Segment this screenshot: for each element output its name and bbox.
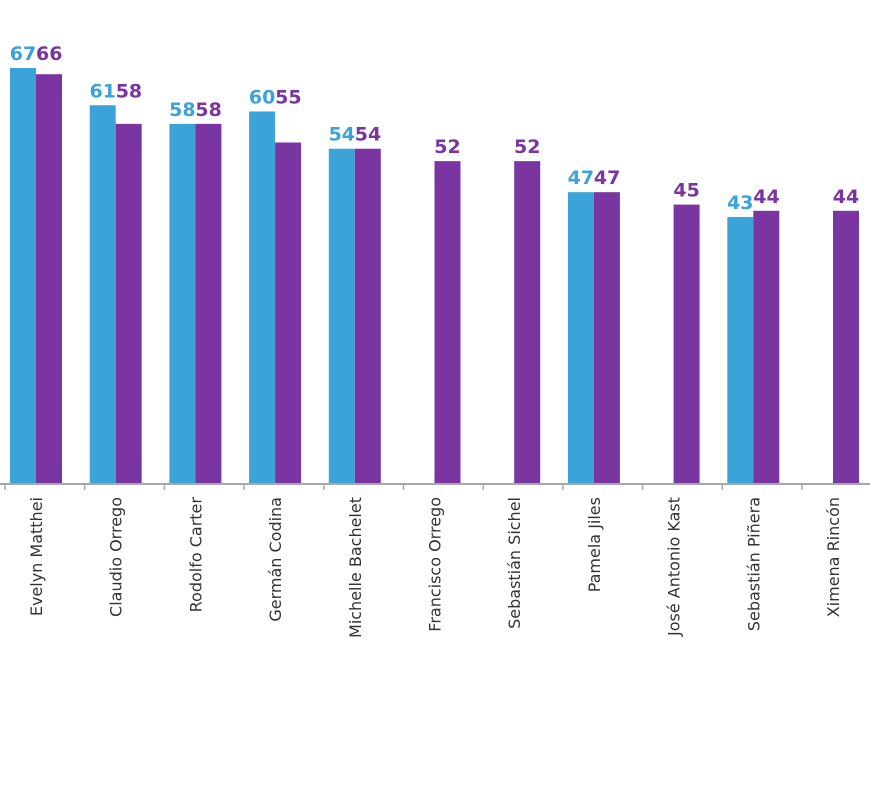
category-label: Francisco Orrego xyxy=(426,497,445,632)
bar-series-1 xyxy=(10,68,36,484)
data-label-series-2: 44 xyxy=(833,186,859,208)
data-label-series-2: 52 xyxy=(434,136,460,158)
bar-series-1 xyxy=(89,105,116,485)
data-label-series-1: 60 xyxy=(249,86,275,108)
category-label: Michelle Bachelet xyxy=(346,497,365,638)
data-label-series-2: 55 xyxy=(275,86,301,108)
bar-series-2 xyxy=(593,192,620,484)
data-label-series-2: 58 xyxy=(195,99,221,121)
data-label-series-2: 66 xyxy=(36,43,62,65)
bar-series-2 xyxy=(434,161,461,484)
bar-series-1 xyxy=(249,111,276,485)
category-label: Germán Codina xyxy=(266,497,285,622)
bar-series-2 xyxy=(673,204,700,484)
category-label: Claudio Orrego xyxy=(107,497,126,617)
bar-series-2 xyxy=(753,210,780,484)
data-label-series-2: 58 xyxy=(116,80,142,102)
bar-series-1 xyxy=(169,123,196,484)
data-label-series-1: 67 xyxy=(10,43,36,65)
bar-series-2 xyxy=(354,148,381,484)
data-label-series-2: 45 xyxy=(673,180,699,202)
category-label: José Antonio Kast xyxy=(665,497,684,637)
category-label: Evelyn Matthei xyxy=(27,497,46,616)
category-label: Ximena Rincón xyxy=(824,497,843,617)
bar-series-1 xyxy=(727,217,754,484)
data-label-series-1: 47 xyxy=(568,167,594,189)
bar-series-2 xyxy=(514,161,541,484)
data-label-series-2: 44 xyxy=(753,186,779,208)
data-label-series-2: 47 xyxy=(594,167,620,189)
data-label-series-1: 61 xyxy=(89,80,115,102)
data-label-series-1: 54 xyxy=(329,124,355,146)
data-label-series-1: 58 xyxy=(169,99,195,121)
bar-series-2 xyxy=(275,142,302,485)
data-label-series-2: 54 xyxy=(355,124,381,146)
category-labels-layer: Evelyn Matthei Claudio Orrego Rodolfo Cart… xyxy=(27,497,843,638)
data-label-series-1: 43 xyxy=(727,192,753,214)
bar-series-2 xyxy=(195,123,222,484)
bar-series-2 xyxy=(833,210,859,484)
bars-layer xyxy=(10,68,859,485)
bar-series-1 xyxy=(567,192,594,484)
category-label: Pamela Jiles xyxy=(585,497,604,592)
category-label: Sebastián Piñera xyxy=(744,497,763,631)
data-label-series-2: 52 xyxy=(514,136,540,158)
x-axis-ticks xyxy=(4,484,803,490)
bar-series-2 xyxy=(36,74,62,484)
bar-series-1 xyxy=(328,148,355,484)
category-label: Rodolfo Carter xyxy=(186,497,205,613)
category-label: Sebastián Sichel xyxy=(505,497,524,629)
bar-series-2 xyxy=(115,123,142,484)
